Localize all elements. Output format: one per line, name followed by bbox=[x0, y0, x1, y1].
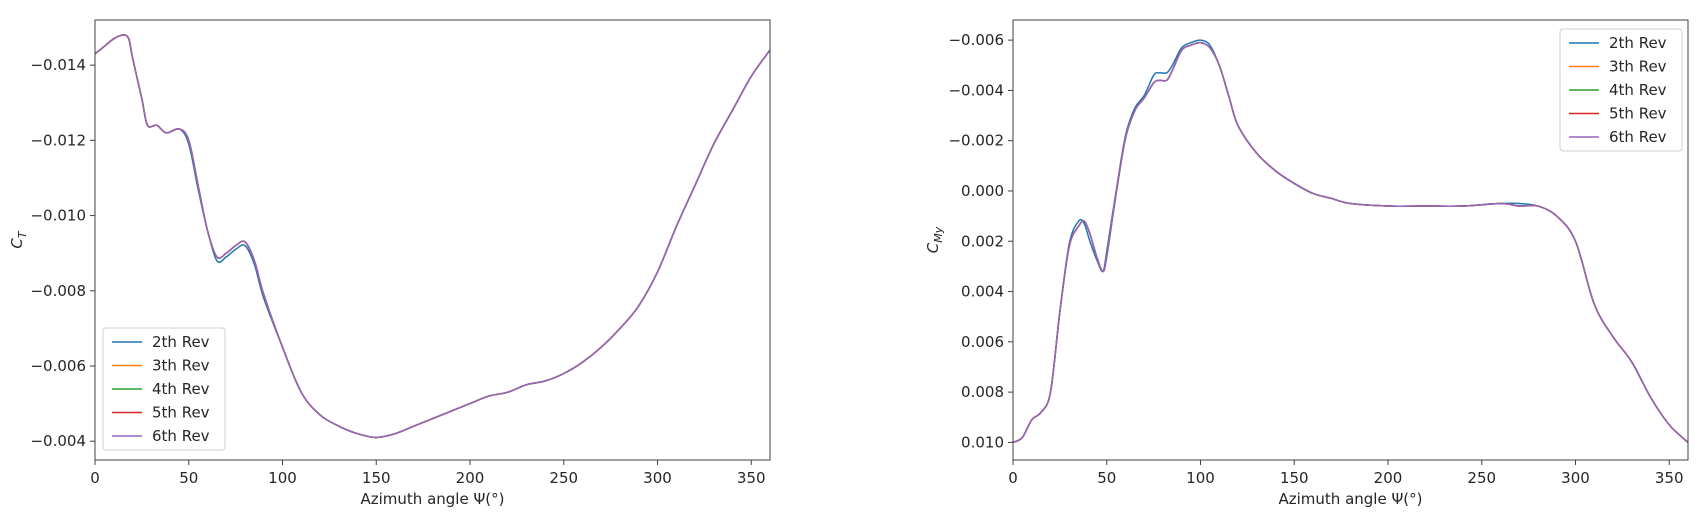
chart-2-y-axis-label-sub: My bbox=[932, 226, 945, 242]
chart-1-legend: 2th Rev 3th Rev 4th Rev 5th Rev 6th Rev bbox=[102, 327, 226, 451]
chart-1-y-tick-label: −0.006 bbox=[30, 357, 86, 375]
chart-2-series-line-5 bbox=[1013, 41, 1688, 444]
chart-2-x-tick-label: 200 bbox=[1374, 469, 1403, 487]
chart-1: 0 50 100 150 200 250 300 350 −0.014 −0.012 −0.010 −… bbox=[8, 19, 771, 508]
chart-1-y-axis-label-main: C bbox=[8, 238, 26, 249]
chart-1-y-tick-label: −0.014 bbox=[30, 56, 86, 74]
chart-2-y-tick-label: −0.002 bbox=[948, 132, 1004, 150]
chart-2-legend-label-3: 4th Rev bbox=[1609, 81, 1667, 99]
chart-1-y-tick-label: −0.004 bbox=[30, 432, 86, 450]
chart-2-y-tick-label: 0.004 bbox=[961, 283, 1004, 301]
chart-1-x-tick-label: 250 bbox=[549, 469, 578, 487]
chart-2-legend-label-2: 3th Rev bbox=[1609, 58, 1667, 76]
chart-1-y-axis-label-sub: T bbox=[16, 230, 29, 238]
chart-2-legend-label-4: 5th Rev bbox=[1609, 105, 1667, 123]
chart-1-x-axis-label: Azimuth angle Ψ(°) bbox=[361, 490, 505, 508]
chart-1-x-tick-label: 200 bbox=[456, 469, 485, 487]
chart-1-y-tick-label: −0.010 bbox=[30, 207, 86, 225]
chart-2-x-tick-label: 250 bbox=[1467, 469, 1496, 487]
chart-2-plot-frame bbox=[1012, 19, 1689, 461]
chart-1-legend-label-4: 5th Rev bbox=[152, 404, 210, 422]
chart-1-x-tick-label: 0 bbox=[90, 469, 100, 487]
chart-1-legend-box bbox=[102, 327, 226, 451]
chart-1-legend-label-1: 2th Rev bbox=[152, 333, 210, 351]
chart-2-x-tick-label: 300 bbox=[1561, 469, 1590, 487]
chart-1-x-tick-label: 100 bbox=[268, 469, 297, 487]
chart-2-y-tick-label: −0.006 bbox=[948, 31, 1004, 49]
chart-1-x-tick-label: 50 bbox=[179, 469, 198, 487]
chart-2: 0 50 100 150 200 250 300 350 −0.006 −0.004 −0.002 0… bbox=[924, 19, 1689, 508]
chart-2-x-tick-label: 350 bbox=[1655, 469, 1684, 487]
chart-1-series-line-5 bbox=[95, 34, 770, 439]
chart-2-legend: 2th Rev 3th Rev 4th Rev 5th Rev 6th Rev bbox=[1559, 28, 1683, 152]
chart-1-x-tick-label: 150 bbox=[362, 469, 391, 487]
chart-2-y-tick-label: 0.010 bbox=[961, 433, 1004, 451]
chart-1-lines bbox=[95, 34, 770, 439]
chart-1-x-tick-label: 300 bbox=[643, 469, 672, 487]
chart-1-legend-label-2: 3th Rev bbox=[152, 357, 210, 375]
chart-2-legend-label-5: 6th Rev bbox=[1609, 128, 1667, 146]
chart-1-y-axis-label: CT bbox=[8, 230, 29, 248]
chart-2-y-tick-label: 0.002 bbox=[961, 232, 1004, 250]
chart-2-x-axis-label: Azimuth angle Ψ(°) bbox=[1279, 490, 1423, 508]
chart-2-legend-box bbox=[1559, 28, 1683, 152]
chart-2-y-tick-label: 0.008 bbox=[961, 383, 1004, 401]
chart-2-y-tick-label: 0.000 bbox=[961, 182, 1004, 200]
chart-2-y-tick-label: −0.004 bbox=[948, 81, 1004, 99]
chart-1-y-tick-label: −0.008 bbox=[30, 282, 86, 300]
chart-1-legend-label-3: 4th Rev bbox=[152, 380, 210, 398]
chart-2-y-axis-label: CMy bbox=[924, 226, 945, 253]
chart-2-x-tick-label: 0 bbox=[1008, 469, 1018, 487]
chart-2-lines bbox=[1013, 39, 1688, 444]
chart-2-y-tick-label: 0.006 bbox=[961, 333, 1004, 351]
chart-2-x-tick-label: 100 bbox=[1186, 469, 1215, 487]
chart-1-plot-frame bbox=[94, 19, 771, 461]
chart-2-x-tick-label: 150 bbox=[1280, 469, 1309, 487]
chart-2-legend-label-1: 2th Rev bbox=[1609, 34, 1667, 52]
chart-1-y-tick-label: −0.012 bbox=[30, 131, 86, 149]
chart-2-x-tick-label: 50 bbox=[1097, 469, 1116, 487]
chart-1-legend-label-5: 6th Rev bbox=[152, 427, 210, 445]
chart-1-x-tick-label: 350 bbox=[737, 469, 766, 487]
chart-2-y-axis-label-main: C bbox=[924, 242, 942, 253]
